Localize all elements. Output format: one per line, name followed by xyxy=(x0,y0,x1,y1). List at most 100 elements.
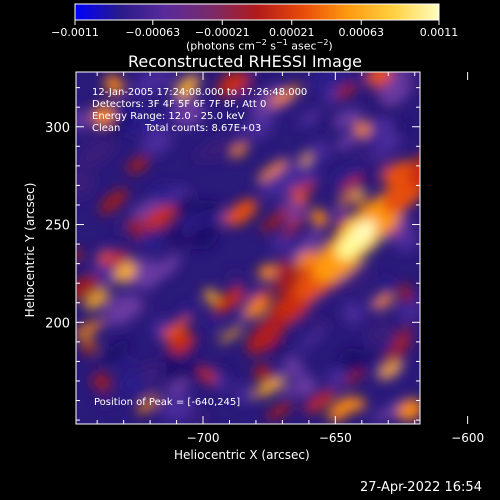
heat-cell xyxy=(99,188,128,215)
annotation-clean: Clean xyxy=(92,123,121,134)
colorbar-tick-label: 0.0011 xyxy=(420,26,459,39)
heat-cell xyxy=(76,109,91,131)
heat-cell xyxy=(84,345,97,355)
y-axis-label: Heliocentric Y (arcsec) xyxy=(23,182,37,318)
heat-cell xyxy=(251,86,287,118)
heat-cell xyxy=(244,300,269,319)
heat-cell xyxy=(398,291,420,309)
heat-cell xyxy=(354,121,371,137)
heat-cell xyxy=(266,401,293,420)
heat-cell xyxy=(202,136,237,161)
heat-cell xyxy=(76,320,104,338)
heat-cell xyxy=(135,267,159,290)
heat-cell xyxy=(333,109,362,129)
heat-cell xyxy=(139,230,162,253)
x-tick-label: −650 xyxy=(319,431,352,445)
heat-cell xyxy=(128,218,145,238)
heat-cell xyxy=(143,205,177,230)
heat-cell xyxy=(351,190,365,204)
heat-cell xyxy=(288,231,323,262)
heat-core xyxy=(338,234,362,258)
heat-cell xyxy=(114,261,136,283)
heat-cell xyxy=(383,337,412,363)
heat-cell xyxy=(398,283,413,302)
heat-cell xyxy=(340,175,364,192)
heat-cell xyxy=(76,249,84,262)
heat-cell xyxy=(380,276,396,297)
annotation-peak-position: Position of Peak = [-640,245] xyxy=(94,397,241,408)
heat-cell xyxy=(393,325,413,344)
heat-cell xyxy=(364,116,396,145)
heat-cell xyxy=(283,384,299,398)
heat-cell xyxy=(378,76,410,106)
heatmap-image xyxy=(76,72,484,424)
colorbar-tick-label: 0.00063 xyxy=(338,26,384,39)
heat-cell xyxy=(166,378,191,396)
heat-cell xyxy=(162,316,192,337)
heat-cell xyxy=(97,338,131,367)
x-axis-label: Heliocentric X (arcsec) xyxy=(174,448,310,462)
colorbar-gradient xyxy=(74,3,440,21)
heat-cell xyxy=(300,154,312,165)
heat-cell xyxy=(232,144,247,158)
heat-cell xyxy=(234,384,251,405)
heat-core xyxy=(246,314,288,355)
heat-cell xyxy=(104,293,142,326)
heat-cell xyxy=(148,108,177,129)
heat-cell xyxy=(343,369,365,386)
heat-cell xyxy=(218,326,244,344)
heat-cell xyxy=(132,72,174,95)
heat-cell xyxy=(106,251,126,266)
heat-cell xyxy=(169,331,194,354)
heat-cell xyxy=(127,156,149,174)
heat-cell xyxy=(342,301,364,326)
heat-cell xyxy=(366,320,396,346)
heat-cell xyxy=(373,294,394,308)
heat-cell xyxy=(92,373,112,392)
heat-cell xyxy=(166,225,187,248)
heat-cell xyxy=(93,104,114,125)
heat-cell xyxy=(296,109,325,127)
heat-cell xyxy=(366,72,393,87)
heat-cell xyxy=(204,288,219,305)
heat-cell xyxy=(140,126,173,156)
heat-core xyxy=(430,107,484,161)
plot-frame xyxy=(75,71,421,425)
heat-cell xyxy=(312,72,351,95)
heat-cell xyxy=(189,224,218,250)
heat-cell xyxy=(242,73,267,94)
heat-cell xyxy=(76,275,100,301)
heat-cell xyxy=(84,289,110,310)
heat-cell xyxy=(253,378,286,397)
heat-cell xyxy=(291,188,308,206)
heat-cell xyxy=(380,361,400,378)
heat-cell xyxy=(397,398,420,421)
x-tick-label: −600 xyxy=(451,431,484,445)
heat-cell xyxy=(258,264,277,280)
heat-cell xyxy=(211,369,229,392)
heat-cell xyxy=(280,236,306,255)
heat-cell xyxy=(269,85,302,106)
heat-cell xyxy=(281,207,292,218)
heat-cell xyxy=(373,159,388,175)
heat-cell xyxy=(332,165,365,187)
colorbar-tick-label: −0.00021 xyxy=(195,26,250,39)
axis-ticks: −700 −650 −600 200 250 300 xyxy=(45,72,484,445)
heat-cell xyxy=(325,368,348,389)
heat-cell xyxy=(160,393,195,423)
colorbar-tick-label: 0.00021 xyxy=(269,26,315,39)
heat-cell xyxy=(162,360,180,379)
colorbar-tick-label: −0.0011 xyxy=(51,26,99,39)
heat-cell xyxy=(335,83,358,99)
x-tick-label: −700 xyxy=(187,431,220,445)
heat-cell xyxy=(199,366,216,385)
heat-cell xyxy=(104,75,124,95)
heat-cell xyxy=(319,112,334,127)
heat-cell xyxy=(323,84,344,105)
heat-cell xyxy=(124,119,143,136)
heat-cell xyxy=(213,287,245,314)
heat-cell xyxy=(393,120,407,135)
heat-cell xyxy=(256,159,288,182)
heat-cell xyxy=(282,216,305,236)
